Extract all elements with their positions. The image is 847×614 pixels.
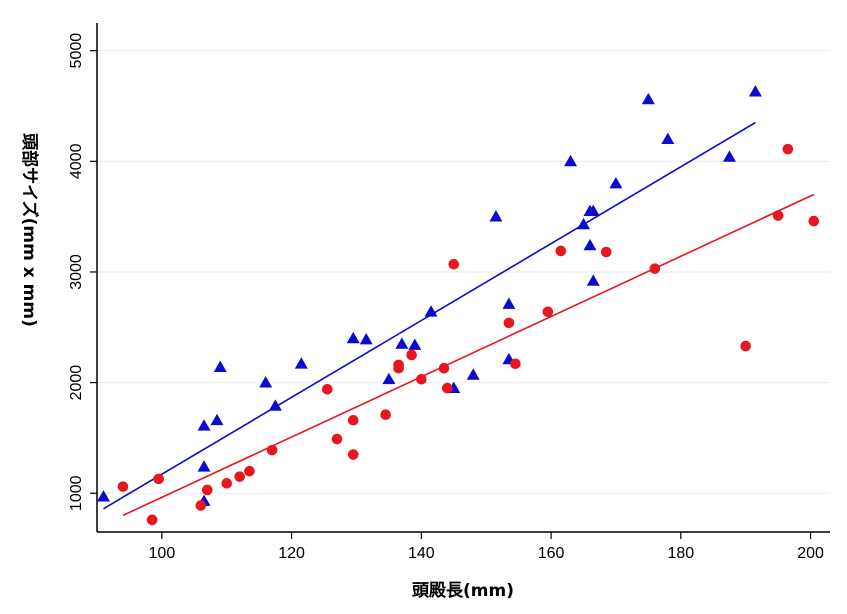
y-tick-label: 5000	[68, 33, 85, 69]
circle-point	[393, 359, 404, 371]
ticks: 1000 2000 3000 4000 5000 100 120 140 160 180 200	[68, 33, 824, 562]
x-tick-label: 120	[278, 545, 305, 562]
gridlines	[97, 50, 830, 494]
triangle-point	[641, 92, 655, 105]
circle-point	[406, 349, 417, 361]
circle-point	[649, 263, 661, 274]
triangle-point	[197, 419, 211, 431]
circle-point	[555, 245, 567, 257]
x-tick-label: 160	[538, 545, 565, 562]
trend-lines	[103, 121, 815, 517]
circle-point	[448, 258, 460, 270]
circle-point	[195, 500, 207, 511]
triangle-point	[346, 331, 360, 344]
circle-point	[266, 444, 278, 456]
triangle-point	[609, 176, 623, 189]
circle-point	[347, 414, 359, 426]
triangle-point	[577, 217, 591, 230]
circle-point	[441, 382, 453, 394]
triangle-point	[210, 413, 224, 426]
x-tick-label: 140	[408, 545, 435, 562]
data-points	[96, 85, 820, 526]
triangle-point	[722, 150, 736, 162]
x-tick-label: 180	[667, 545, 694, 562]
triangle-point	[197, 460, 211, 472]
triangle-point	[359, 332, 373, 345]
circle-point	[380, 409, 391, 421]
x-tick-label: 200	[797, 545, 824, 562]
circle-point	[600, 246, 612, 258]
y-tick-label: 1000	[68, 475, 85, 511]
circle-point	[201, 484, 213, 496]
triangle-point	[564, 154, 578, 167]
circle-point	[347, 449, 359, 460]
triangle-point	[586, 204, 600, 216]
circle-point	[234, 471, 246, 482]
circle-point	[503, 317, 515, 329]
triangle-point	[748, 85, 762, 97]
triangle-point	[268, 399, 282, 411]
circle-point	[331, 433, 343, 445]
circle-point	[510, 358, 521, 370]
y-tick-label: 2000	[68, 365, 85, 401]
circle-point	[808, 215, 820, 227]
circle-point	[438, 362, 450, 374]
circle-point	[146, 514, 158, 526]
y-axis-title: 頭部サイズ(mm x mm)	[19, 133, 40, 327]
y-tick-label: 4000	[68, 143, 85, 179]
triangle-point	[408, 338, 422, 350]
x-axis-title: 頭殿長(mm)	[412, 581, 514, 601]
trend-line-2	[122, 193, 815, 517]
circle-point	[542, 306, 554, 318]
triangle-point	[583, 238, 597, 251]
triangle-point	[424, 305, 438, 317]
triangle-point	[259, 376, 273, 388]
triangle-point	[586, 274, 600, 286]
circle-point	[153, 473, 164, 485]
triangle-point	[294, 357, 308, 369]
triangle-point	[213, 360, 227, 373]
y-tick-label: 3000	[68, 254, 85, 290]
triangle-point	[96, 490, 110, 502]
triangle-point	[395, 337, 409, 349]
circle-point	[117, 481, 129, 492]
circle-point	[740, 340, 751, 352]
triangle-point	[661, 132, 675, 145]
circle-point	[416, 374, 427, 385]
axes	[96, 23, 830, 533]
triangle-point	[489, 210, 503, 222]
triangle-point	[502, 297, 516, 309]
circle-point	[782, 143, 794, 155]
circle-point	[321, 383, 333, 395]
triangle-point	[466, 368, 480, 380]
circle-point	[772, 210, 784, 221]
circle-point	[221, 478, 233, 489]
triangle-point	[382, 372, 396, 385]
circle-point	[244, 465, 255, 477]
x-tick-label: 100	[149, 545, 176, 562]
